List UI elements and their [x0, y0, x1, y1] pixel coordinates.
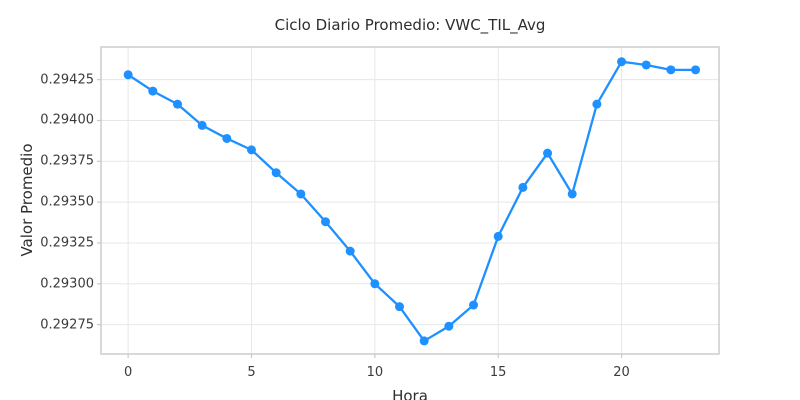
data-point-marker — [518, 182, 528, 192]
data-point-marker — [395, 302, 405, 312]
plot-border — [100, 46, 720, 355]
data-point-marker — [592, 99, 602, 109]
x-tick-label: 5 — [247, 365, 256, 380]
data-point-marker — [197, 120, 207, 130]
data-point-marker — [345, 246, 355, 256]
data-point-marker — [543, 148, 553, 158]
y-tick-label: 0.29350 — [40, 194, 94, 210]
data-point-marker — [222, 133, 232, 143]
data-point-marker — [321, 217, 331, 227]
y-tick-label: 0.29400 — [40, 112, 94, 128]
y-tick-label: 0.29300 — [40, 276, 94, 292]
data-point-marker — [567, 189, 577, 199]
data-point-marker — [419, 336, 429, 346]
data-point-marker — [148, 86, 158, 96]
x-tick-label: 15 — [489, 365, 507, 380]
data-point-marker — [296, 189, 306, 199]
x-axis-label: Hora — [392, 387, 428, 400]
data-point-marker — [641, 60, 651, 70]
y-tick-label: 0.29375 — [40, 153, 94, 169]
data-point-marker — [370, 279, 380, 289]
data-point-marker — [444, 321, 454, 331]
data-point-marker — [246, 145, 256, 155]
data-point-marker — [617, 57, 627, 67]
x-tick-label: 10 — [366, 365, 384, 380]
data-point-marker — [493, 231, 503, 241]
x-tick-label: 20 — [613, 365, 630, 380]
data-point-marker — [123, 70, 133, 80]
data-point-marker — [666, 65, 676, 75]
data-point-marker — [691, 65, 701, 75]
x-tick-label: 0 — [123, 365, 133, 380]
chart-title: Ciclo Diario Promedio: VWC_TIL_Avg — [274, 16, 546, 34]
series-line — [127, 60, 696, 343]
data-point-marker — [172, 99, 182, 109]
y-tick-label: 0.29425 — [40, 72, 94, 88]
data-point-marker — [271, 168, 281, 178]
data-point-marker — [469, 300, 479, 310]
y-tick-label: 0.29325 — [40, 235, 94, 251]
y-tick-label: 0.29275 — [40, 317, 94, 333]
